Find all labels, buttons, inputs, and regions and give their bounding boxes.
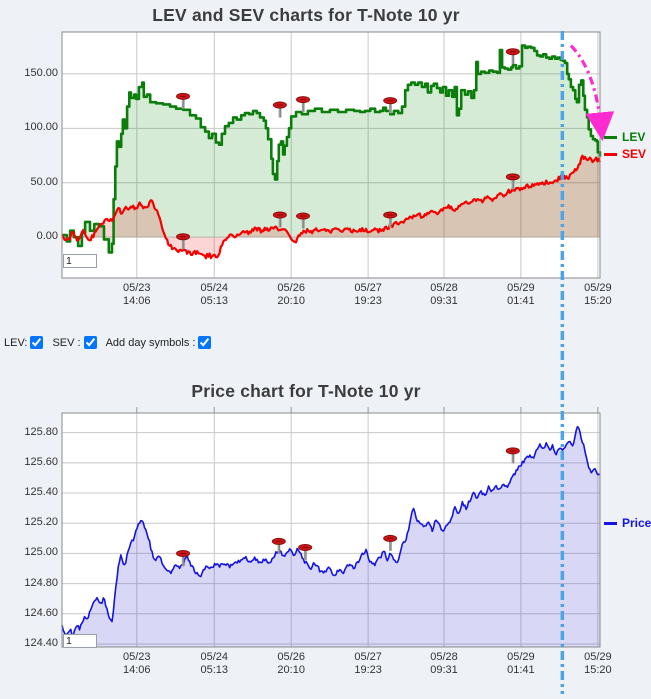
day-symbol-pin: [505, 447, 520, 464]
sev-checkbox[interactable]: [83, 336, 97, 349]
day-symbol-pin: [296, 96, 311, 113]
zoom-level-input-top[interactable]: [63, 254, 97, 268]
day-symbol-pin: [298, 543, 313, 560]
day-symbol-pin: [383, 211, 398, 228]
day-symbol-pin: [176, 92, 191, 109]
lev-checkbox[interactable]: [30, 336, 44, 349]
zoom-level-input-bottom[interactable]: [63, 634, 97, 648]
day-symbol-pin: [176, 549, 191, 566]
sev-toggle-label: SEV :: [52, 336, 81, 349]
lev-toggle-label: LEV:: [4, 336, 28, 349]
price-chart-title: Price chart for T-Note 10 yr: [191, 381, 421, 401]
day-symbol-pin: [383, 534, 398, 551]
day-symbols-checkbox[interactable]: [198, 336, 212, 349]
trend-arrow-annotation: [569, 44, 615, 142]
day-symbol-pin: [272, 211, 287, 228]
day-symbol-pin: [383, 97, 398, 114]
day-symbol-pin: [176, 233, 191, 250]
day-symbol-pin: [505, 48, 520, 65]
day-symbol-pin: [272, 101, 287, 118]
day-symbol-pin: [296, 212, 311, 229]
day-symbol-pin: [505, 173, 520, 190]
day-symbols-toggle-label: Add day symbols :: [105, 336, 196, 349]
day-symbol-pin: [271, 537, 286, 554]
chart-controls: LEV: SEV : Add day symbols :: [4, 336, 220, 349]
lev-sev-chart-title: LEV and SEV charts for T-Note 10 yr: [152, 5, 460, 25]
